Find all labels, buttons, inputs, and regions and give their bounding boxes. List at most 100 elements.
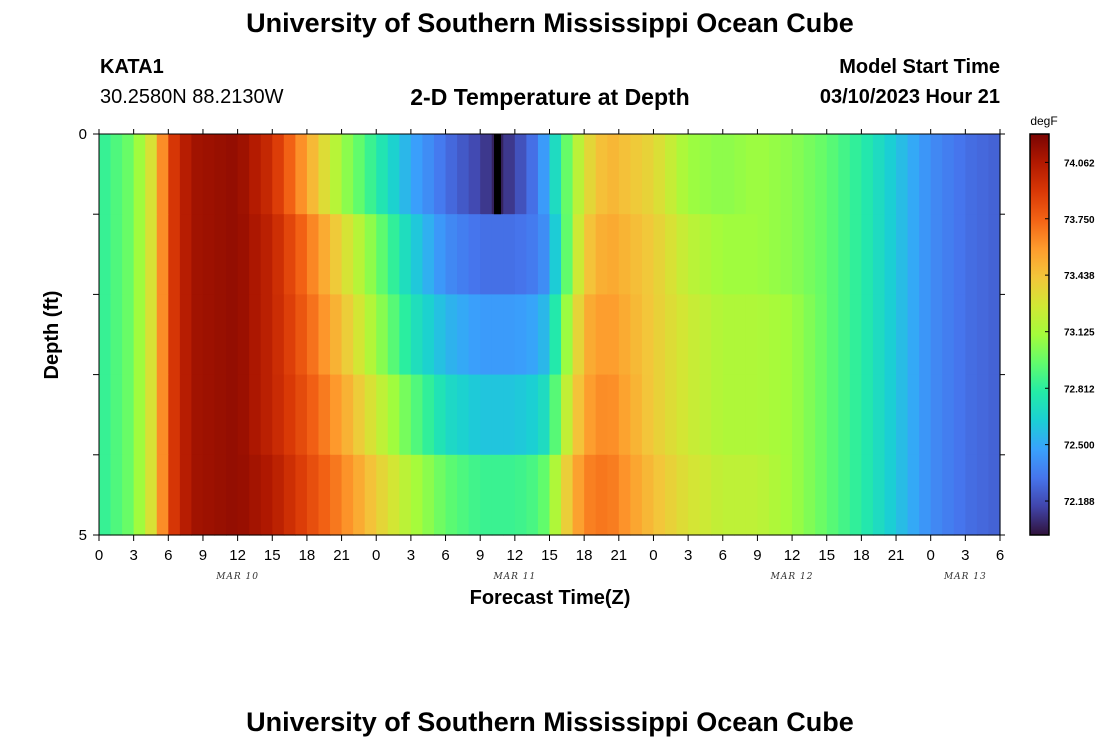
heatmap-cell [249, 454, 262, 536]
heatmap-cell [514, 374, 527, 456]
heatmap-cell [768, 214, 782, 295]
heatmap-cell [976, 374, 990, 456]
colorbar: degF 74.062 73.750 73.438 73.125 72.812 72.50… [1029, 114, 1095, 536]
heatmap-cell [376, 374, 389, 456]
heatmap-cell [318, 214, 331, 295]
heatmap-cell [792, 134, 805, 215]
heatmap-cell [653, 294, 666, 376]
heatmap-cell [676, 294, 689, 376]
heatmap-cell [422, 134, 435, 215]
heatmap-cell [399, 374, 412, 456]
heatmap-cell [445, 294, 458, 376]
heatmap-cell [572, 214, 585, 295]
heatmap-cell [237, 374, 250, 456]
x-tick-label: 6 [441, 547, 449, 564]
heatmap-cell [896, 374, 909, 456]
heatmap-cell [503, 214, 516, 295]
heatmap-cell [792, 374, 805, 456]
x-tick-label: 3 [129, 547, 137, 564]
heatmap-cell [110, 134, 123, 215]
heatmap-cell [561, 454, 574, 536]
heatmap-cell [561, 374, 574, 456]
heatmap-cell [457, 374, 470, 456]
heatmap-cell [722, 134, 735, 215]
heatmap-cell [537, 134, 551, 215]
heatmap-cell [607, 294, 620, 376]
x-tick-label: 15 [541, 547, 558, 564]
heatmap-cell [595, 294, 608, 376]
heatmap-cell [457, 134, 470, 215]
heatmap-cell [272, 134, 285, 215]
heatmap-cell [757, 374, 770, 456]
heatmap-cell [907, 134, 920, 215]
x-tick-label: 12 [784, 547, 801, 564]
heatmap-cell [133, 294, 146, 376]
heatmap-cell [549, 454, 562, 536]
heatmap-cell [572, 134, 585, 215]
heatmap-cell [595, 134, 608, 215]
heatmap-cell [272, 454, 285, 536]
heatmap-cell [503, 374, 516, 456]
heatmap-cell [353, 454, 366, 536]
heatmap-cell [283, 374, 296, 456]
heatmap-cell [376, 214, 389, 295]
heatmap-cell [838, 294, 851, 376]
heatmap-cell [514, 294, 527, 376]
heatmap-cell [295, 454, 308, 536]
station-coordinates: 30.2580N 88.2130W [100, 86, 284, 108]
heatmap-cell [861, 294, 874, 376]
heatmap-cell [849, 374, 862, 456]
colorbar-tick-label: 72.188 [1064, 497, 1095, 508]
heatmap-cell [849, 214, 862, 295]
heatmap-cell [179, 214, 193, 295]
model-start-time: 03/10/2023 Hour 21 [819, 86, 1000, 108]
heatmap-cell [676, 374, 689, 456]
heatmap-cell [445, 134, 458, 215]
heatmap-cell [792, 454, 805, 536]
heatmap-cell [976, 294, 990, 376]
heatmap-cell [422, 374, 435, 456]
heatmap-cell [815, 214, 828, 295]
heatmap-cell [561, 134, 574, 215]
heatmap-cell [202, 214, 216, 295]
heatmap-cell [341, 214, 354, 295]
heatmap-cell [526, 214, 539, 295]
heatmap-cell [699, 294, 712, 376]
heatmap-cell [330, 374, 343, 456]
heatmap-cell [422, 454, 435, 536]
heatmap-cell [145, 214, 158, 295]
heatmap-cell [179, 294, 193, 376]
heatmap-cell [272, 294, 285, 376]
heatmap-cell [537, 374, 551, 456]
heatmap-cell [122, 294, 135, 376]
heatmap-cell [433, 214, 447, 295]
heatmap-cell [122, 134, 135, 215]
heatmap-cell [699, 214, 712, 295]
heatmap-cell [965, 294, 978, 376]
heatmap-cell [665, 374, 678, 456]
heatmap-cell [156, 454, 169, 536]
heatmap-cell [722, 294, 735, 376]
heatmap-cell [872, 374, 886, 456]
heatmap-cell [122, 374, 135, 456]
heatmap-cell [896, 294, 909, 376]
model-start-label: Model Start Time [839, 56, 1000, 78]
heatmap-cell [260, 374, 273, 456]
heatmap-cell [561, 294, 574, 376]
heatmap-cell [364, 454, 377, 536]
heatmap-cell [549, 374, 562, 456]
x-tick-label: 3 [961, 547, 969, 564]
heatmap-cell [653, 374, 666, 456]
heatmap-cell [514, 454, 527, 536]
heatmap-cell [618, 214, 631, 295]
heatmap-cell [202, 294, 216, 376]
x-tick-label: 3 [407, 547, 415, 564]
heatmap-cell [803, 374, 816, 456]
heatmap-cell [387, 454, 400, 536]
heatmap-cell [226, 374, 239, 456]
heatmap-cell [237, 134, 250, 215]
heatmap-cell [99, 214, 112, 295]
heatmap-cell [99, 454, 112, 536]
heatmap-cell [480, 214, 493, 295]
heatmap-cell [965, 214, 978, 295]
